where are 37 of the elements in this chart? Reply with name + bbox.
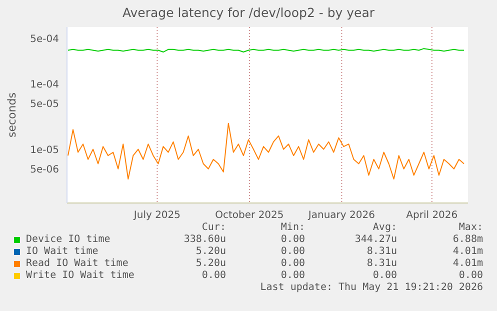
- text: 0.00: [458, 270, 483, 281]
- legend-label: IO Wait time: [26, 246, 98, 257]
- y-tick-label: 5e-06: [30, 164, 59, 176]
- y-tick-label: 1e-04: [30, 80, 59, 91]
- text: Cur:: [200, 222, 226, 233]
- text: 344.27u: [354, 234, 397, 245]
- text: 5.20u: [194, 246, 226, 257]
- legend-label: Read IO Wait time: [26, 258, 128, 269]
- text: 338.60u: [182, 234, 226, 245]
- legend-label: Write IO Wait time: [26, 270, 134, 281]
- y-tick-label: 1e-05: [30, 144, 59, 156]
- x-tick-label: July 2025: [132, 210, 181, 222]
- text: Min:: [280, 222, 305, 233]
- text: 4.01m: [452, 258, 483, 269]
- text: 8.31u: [366, 258, 397, 269]
- line-series: [68, 122, 464, 180]
- y-tick-label: 5e-05: [30, 99, 59, 110]
- text: 5.20u: [194, 258, 226, 269]
- x-tick-label: October 2025: [215, 210, 284, 222]
- y-tick-label: 5e-04: [30, 34, 59, 46]
- chart-title: Average latency for /dev/loop2 - by year: [121, 5, 376, 20]
- text: Avg:: [372, 222, 397, 233]
- y-axis-title: seconds: [6, 92, 18, 138]
- text: Last update: Thu May 21 19:21:20 2026: [259, 282, 483, 293]
- text: 6.88m: [452, 234, 483, 245]
- legend-label: Device IO time: [26, 234, 110, 245]
- text: 0.00: [280, 234, 305, 245]
- text: 0.00: [280, 246, 305, 257]
- x-tick-label: April 2026: [406, 210, 458, 222]
- text: 0.00: [372, 270, 397, 281]
- text: 0.00: [280, 258, 305, 269]
- x-tick-label: January 2026: [307, 210, 375, 222]
- text: Max:: [458, 222, 483, 233]
- text: 4.01m: [452, 246, 483, 257]
- text: 0.00: [200, 270, 226, 281]
- text: 0.00: [280, 270, 305, 281]
- text: 8.31u: [366, 246, 397, 257]
